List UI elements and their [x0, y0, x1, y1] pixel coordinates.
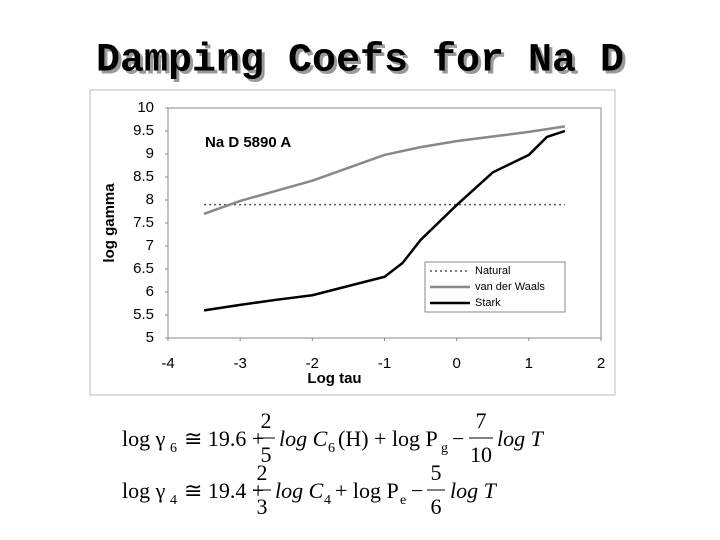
y-tick-label: 9.5 — [133, 122, 154, 139]
eq-text: − — [411, 478, 423, 503]
eq-sub: e — [400, 493, 406, 508]
x-axis-label: Log tau — [307, 370, 361, 387]
eq-sub: g — [441, 441, 448, 456]
y-axis-label: log gamma — [101, 183, 118, 263]
y-tick-label: 8.5 — [133, 168, 154, 185]
y-tick-label: 9 — [146, 145, 154, 162]
y-tick-label: 7 — [146, 237, 154, 254]
chart: 5 5.5 6 6.5 7 7.5 8 8.5 9 9.5 10 -4 -3 -2 -1 0 1 2 Log tau… — [101, 99, 605, 387]
eq-text: − — [452, 426, 464, 451]
eq-text: ≅ 19.6 + — [184, 426, 264, 451]
y-tick-label: 10 — [137, 99, 154, 116]
x-tick-label: -4 — [161, 355, 174, 372]
eq-text: + log P — [335, 478, 399, 503]
x-tick-label: -2 — [306, 355, 319, 372]
x-tick-label: -3 — [233, 355, 246, 372]
eq-sub: 4 — [324, 493, 331, 508]
slide-title: Damping Coefs for Na D — [96, 39, 624, 84]
eq-num: 2 — [257, 460, 268, 485]
y-tick-label: 7.5 — [133, 214, 154, 231]
title-shadow: Damping Coefs for Na D — [99, 42, 627, 87]
eq-text: (H) + log P — [338, 426, 438, 451]
eq-text: log γ — [122, 478, 166, 503]
eq-den: 6 — [431, 494, 442, 519]
eq-den: 3 — [257, 494, 268, 519]
annotation: Na D 5890 A — [205, 134, 291, 151]
eq-num: 2 — [261, 408, 272, 433]
eq-text: log T — [450, 478, 498, 503]
eq-text: log γ — [122, 426, 166, 451]
eq-den: 10 — [470, 442, 492, 467]
chart-frame — [89, 89, 616, 396]
eq-num: 7 — [476, 408, 487, 433]
eq-den: 5 — [261, 442, 272, 467]
eq-text: log T — [497, 426, 545, 451]
eq-text: ≅ 19.4 + — [184, 478, 264, 503]
y-tick-label: 5.5 — [133, 306, 154, 323]
equation: log γ 4 ≅ 19.4 + 2 3 log C 4 + log P e −… — [122, 460, 498, 519]
y-tick-label: 6 — [146, 283, 154, 300]
x-tick-label: 1 — [525, 355, 533, 372]
legend-label: van der Waals — [475, 281, 545, 293]
eq-text: log C — [279, 426, 328, 451]
x-tick-label: -1 — [378, 355, 391, 372]
x-tick-label: 2 — [597, 355, 605, 372]
series-line — [203, 129, 566, 312]
eq-sub: 6 — [170, 441, 177, 456]
y-tick-label: 8 — [146, 191, 154, 208]
series-line — [203, 125, 566, 215]
eq-num: 5 — [431, 460, 442, 485]
y-tick-label: 5 — [146, 329, 154, 346]
x-tick-label: 0 — [452, 355, 460, 372]
eq-text: log C — [275, 478, 324, 503]
y-tick-label: 6.5 — [133, 260, 154, 277]
eq-sub: 4 — [170, 493, 177, 508]
legend-label: Stark — [475, 297, 501, 309]
legend-label: Natural — [475, 265, 510, 277]
equation: log γ 6 ≅ 19.6 + 2 5 log C 6 (H) + log P… — [122, 408, 545, 467]
eq-sub: 6 — [328, 441, 335, 456]
